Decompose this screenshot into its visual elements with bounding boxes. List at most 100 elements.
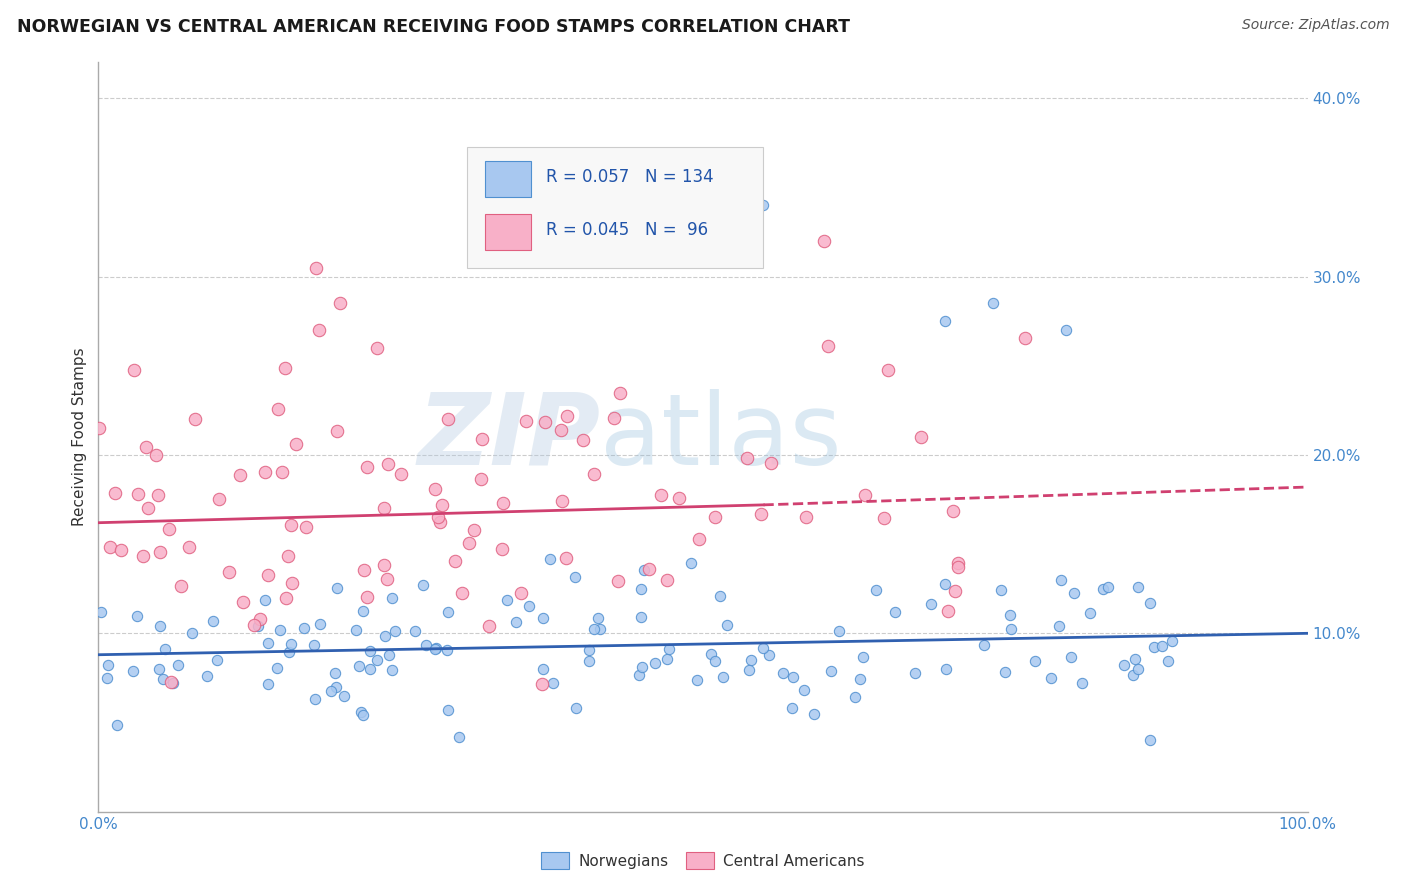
Point	[630, 609, 652, 624]
Point	[704, 654, 727, 668]
Point	[1070, 676, 1092, 690]
Point	[269, 623, 291, 637]
Point	[425, 640, 447, 655]
Point	[280, 576, 302, 591]
Point	[257, 568, 280, 582]
Point	[104, 486, 127, 500]
Point	[321, 683, 343, 698]
Point	[159, 675, 181, 690]
Point	[352, 707, 374, 722]
Point	[284, 437, 307, 451]
Point	[538, 552, 561, 566]
Point	[1040, 671, 1063, 685]
Point	[430, 498, 453, 512]
Text: atlas: atlas	[600, 389, 842, 485]
Point	[531, 662, 554, 676]
Point	[205, 653, 228, 667]
Point	[308, 323, 330, 337]
Point	[162, 675, 184, 690]
Point	[149, 619, 172, 633]
Point	[515, 415, 537, 429]
Point	[578, 643, 600, 657]
Point	[1157, 654, 1180, 668]
Point	[1049, 574, 1071, 588]
Point	[304, 638, 326, 652]
Point	[1143, 640, 1166, 655]
Point	[415, 638, 437, 652]
Point	[437, 703, 460, 717]
Point	[583, 467, 606, 482]
Point	[1139, 732, 1161, 747]
FancyBboxPatch shape	[467, 147, 763, 268]
Point	[257, 677, 280, 691]
Point	[232, 595, 254, 609]
Point	[607, 574, 630, 588]
Point	[373, 558, 395, 573]
Point	[412, 578, 434, 592]
Point	[374, 629, 396, 643]
Point	[920, 597, 942, 611]
Point	[752, 198, 775, 212]
Point	[423, 642, 446, 657]
Point	[990, 583, 1012, 598]
Point	[578, 654, 600, 668]
Legend: Norwegians, Central Americans: Norwegians, Central Americans	[536, 847, 870, 875]
Point	[564, 570, 586, 584]
Point	[427, 509, 450, 524]
Point	[534, 415, 557, 429]
Point	[333, 689, 356, 703]
Point	[509, 586, 531, 600]
Point	[627, 668, 650, 682]
Point	[1063, 586, 1085, 600]
Point	[589, 622, 612, 636]
Point	[505, 615, 527, 630]
Point	[1014, 330, 1036, 344]
Point	[271, 465, 294, 479]
Point	[135, 440, 157, 454]
Point	[709, 589, 731, 603]
Text: NORWEGIAN VS CENTRAL AMERICAN RECEIVING FOOD STAMPS CORRELATION CHART: NORWEGIAN VS CENTRAL AMERICAN RECEIVING …	[17, 18, 849, 36]
Point	[737, 451, 759, 466]
Point	[1112, 658, 1135, 673]
Point	[1024, 654, 1046, 668]
Point	[375, 572, 398, 586]
Point	[699, 647, 721, 661]
Point	[942, 504, 965, 518]
Point	[97, 658, 120, 673]
Point	[813, 234, 835, 248]
Point	[451, 586, 474, 600]
Point	[1122, 667, 1144, 681]
Point	[470, 472, 492, 486]
Point	[444, 554, 467, 568]
Point	[1091, 582, 1114, 597]
Point	[657, 652, 679, 666]
Point	[105, 718, 128, 732]
Point	[738, 663, 761, 677]
Point	[326, 424, 349, 438]
Point	[274, 360, 297, 375]
Point	[946, 560, 969, 574]
Point	[257, 636, 280, 650]
Point	[828, 624, 851, 639]
Point	[356, 460, 378, 475]
Point	[817, 339, 839, 353]
Point	[530, 677, 553, 691]
FancyBboxPatch shape	[485, 161, 531, 197]
Point	[157, 522, 180, 536]
Point	[136, 500, 159, 515]
Point	[1097, 580, 1119, 594]
Point	[377, 457, 399, 471]
Point	[749, 508, 772, 522]
Point	[650, 488, 672, 502]
Point	[356, 591, 378, 605]
Point	[681, 556, 703, 570]
Point	[517, 599, 540, 613]
Point	[1078, 607, 1101, 621]
Point	[152, 672, 174, 686]
Point	[195, 669, 218, 683]
Point	[853, 488, 876, 502]
Point	[884, 605, 907, 619]
Point	[551, 493, 574, 508]
Point	[873, 510, 896, 524]
Point	[716, 618, 738, 632]
